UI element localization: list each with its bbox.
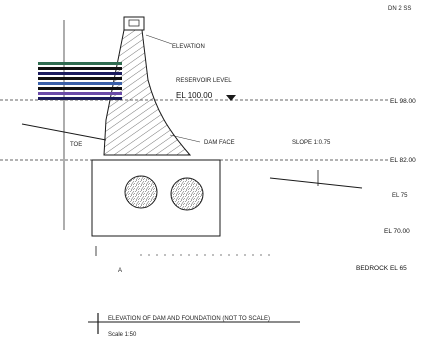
dam-crest (123, 16, 145, 31)
label-base-left: A (118, 268, 122, 274)
downstream-ground-line (269, 177, 363, 189)
label-crest-note: ELEVATION (172, 44, 205, 50)
label-el-3: EL 70.00 (384, 228, 410, 235)
dam-body (103, 29, 192, 156)
dam-crest-inner (128, 19, 140, 27)
reservoir-bands (38, 62, 122, 100)
rock-circle-left (124, 175, 158, 209)
legend-sub: Scale 1:50 (108, 332, 137, 338)
leader-crest (145, 34, 173, 45)
label-slope-right: SLOPE 1:0.75 (292, 140, 331, 146)
label-top-right: DN 2 SS (388, 6, 411, 12)
water-level-marker (226, 95, 236, 101)
label-dam-face: DAM FACE (204, 140, 235, 146)
legend-title: ELEVATION OF DAM AND FOUNDATION (NOT TO … (108, 316, 270, 322)
rock-circle-right (170, 177, 204, 211)
label-toe: TOE (70, 142, 82, 148)
label-wl-right: EL 98.00 (390, 98, 416, 105)
label-el-4: BEDROCK EL 65 (356, 265, 407, 272)
label-reservoir-a: RESERVOIR LEVEL (176, 78, 232, 84)
upstream-ground-line (21, 123, 107, 141)
label-el-2: EL 75 (392, 193, 408, 199)
label-el-1: EL 82.00 (390, 157, 416, 164)
leader-face (169, 134, 201, 143)
label-reservoir-b: EL 100.00 (176, 91, 213, 100)
legend: ELEVATION OF DAM AND FOUNDATION (NOT TO … (88, 313, 300, 338)
